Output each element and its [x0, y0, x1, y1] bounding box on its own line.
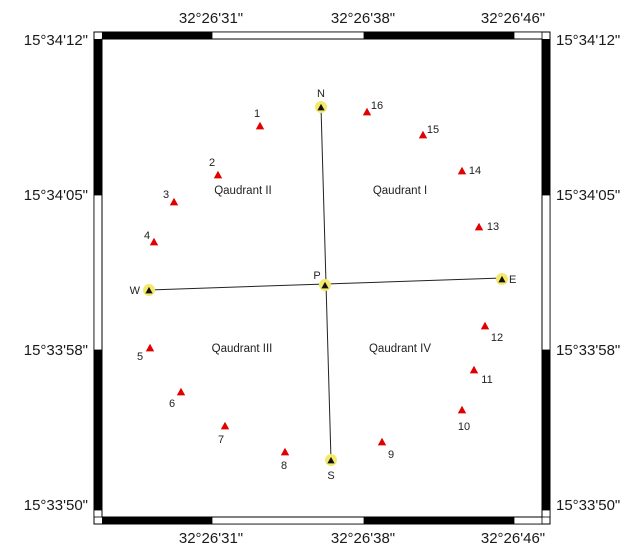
- sample-point-label: 7: [218, 434, 224, 446]
- sample-triangle-icon: [457, 405, 467, 414]
- sample-point-label: 1: [254, 108, 260, 120]
- sample-point-label: 8: [281, 460, 287, 472]
- sample-point-label: 9: [388, 449, 394, 461]
- quadrant-label-2: Qaudrant II: [214, 185, 272, 197]
- sample-point-10: 10: [457, 405, 470, 433]
- sample-triangle-icon: [149, 237, 159, 246]
- top-lon-label-3: 32°26'46": [481, 10, 545, 27]
- quadrant-label-1: Qaudrant I: [373, 185, 427, 197]
- sample-point-label: 4: [144, 230, 150, 242]
- sample-triangle-icon: [280, 447, 290, 456]
- transect-triangle-icon: [327, 456, 335, 464]
- sample-point-label: 3: [163, 189, 169, 201]
- bottom-lon-label-3: 32°26'46": [481, 530, 545, 547]
- sample-triangle-icon: [377, 437, 387, 446]
- sample-point-8: 8: [280, 447, 290, 472]
- quadrant-label-3: Qaudrant III: [212, 343, 273, 355]
- sample-point-label: 15: [427, 124, 439, 136]
- left-lat-label-3: 15°33'58": [24, 342, 88, 359]
- transect-point-label: E: [509, 274, 516, 286]
- transect-point-e: E: [496, 273, 516, 286]
- transect-point-n: N: [315, 88, 327, 113]
- sample-triangle-icon: [457, 166, 467, 175]
- sample-point-label: 14: [469, 165, 481, 177]
- sample-triangle-icon: [480, 321, 490, 330]
- sample-triangle-icon: [469, 365, 479, 374]
- right-lat-label-2: 15°34'05": [556, 187, 620, 204]
- sample-point-1: 1: [254, 108, 265, 130]
- transect-point-p: P: [313, 270, 331, 291]
- sample-triangle-icon: [255, 121, 265, 130]
- sample-triangle-icon: [145, 343, 155, 352]
- right-lat-label-4: 15°33'50": [556, 497, 620, 514]
- sample-point-label: 2: [209, 157, 215, 169]
- sample-point-15: 15: [418, 124, 439, 139]
- sample-point-9: 9: [377, 437, 394, 461]
- bottom-lon-label-2: 32°26'38": [331, 530, 395, 547]
- sample-point-2: 2: [209, 157, 223, 179]
- quadrant-label-4: Qaudrant IV: [369, 343, 431, 355]
- transect-point-s: S: [325, 454, 337, 482]
- sample-point-5: 5: [137, 343, 155, 363]
- sample-triangle-icon: [220, 421, 230, 430]
- sample-triangle-icon: [176, 387, 186, 396]
- sample-point-label: 16: [371, 100, 383, 112]
- sample-point-label: 11: [481, 374, 492, 386]
- sample-point-12: 12: [480, 321, 503, 344]
- top-lon-label-1: 32°26'31": [179, 10, 243, 27]
- sample-triangle-icon: [474, 222, 484, 231]
- right-lat-label-3: 15°33'58": [556, 342, 620, 359]
- transect-triangle-icon: [498, 275, 506, 283]
- top-lon-label-2: 32°26'38": [331, 10, 395, 27]
- sample-point-label: 6: [169, 398, 175, 410]
- map-frame: [93, 31, 551, 525]
- transect-triangle-icon: [145, 286, 153, 294]
- sample-point-7: 7: [218, 421, 230, 446]
- right-lat-label-1: 15°34'12": [556, 32, 620, 49]
- transect-point-label: P: [313, 270, 320, 282]
- sample-triangle-icon: [362, 107, 372, 116]
- transect-triangle-icon: [321, 281, 329, 289]
- sample-point-14: 14: [457, 165, 481, 177]
- left-lat-label-2: 15°34'05": [24, 187, 88, 204]
- transect-point-label: W: [130, 285, 141, 297]
- bottom-lon-label-1: 32°26'31": [179, 530, 243, 547]
- sample-point-6: 6: [169, 387, 186, 410]
- transect-point-label: N: [317, 88, 325, 100]
- left-lat-label-1: 15°34'12": [24, 32, 88, 49]
- transect-markers: N E S W P: [130, 88, 517, 482]
- left-lat-label-4: 15°33'50": [24, 497, 88, 514]
- sample-point-16: 16: [362, 100, 383, 116]
- sample-point-label: 12: [491, 332, 503, 344]
- sample-point-3: 3: [163, 189, 179, 206]
- sample-point-label: 10: [458, 421, 470, 433]
- sample-point-11: 11: [469, 365, 493, 386]
- transect-point-label: S: [327, 470, 334, 482]
- sample-point-13: 13: [474, 221, 499, 233]
- sample-triangle-icon: [169, 197, 179, 206]
- sample-point-4: 4: [144, 230, 159, 246]
- sample-triangle-icon: [213, 170, 223, 179]
- sample-point-label: 13: [487, 221, 499, 233]
- transect-point-w: W: [130, 284, 155, 297]
- sample-triangle-icon: [418, 130, 428, 139]
- sample-point-label: 5: [137, 351, 143, 363]
- transect-triangle-icon: [317, 103, 325, 111]
